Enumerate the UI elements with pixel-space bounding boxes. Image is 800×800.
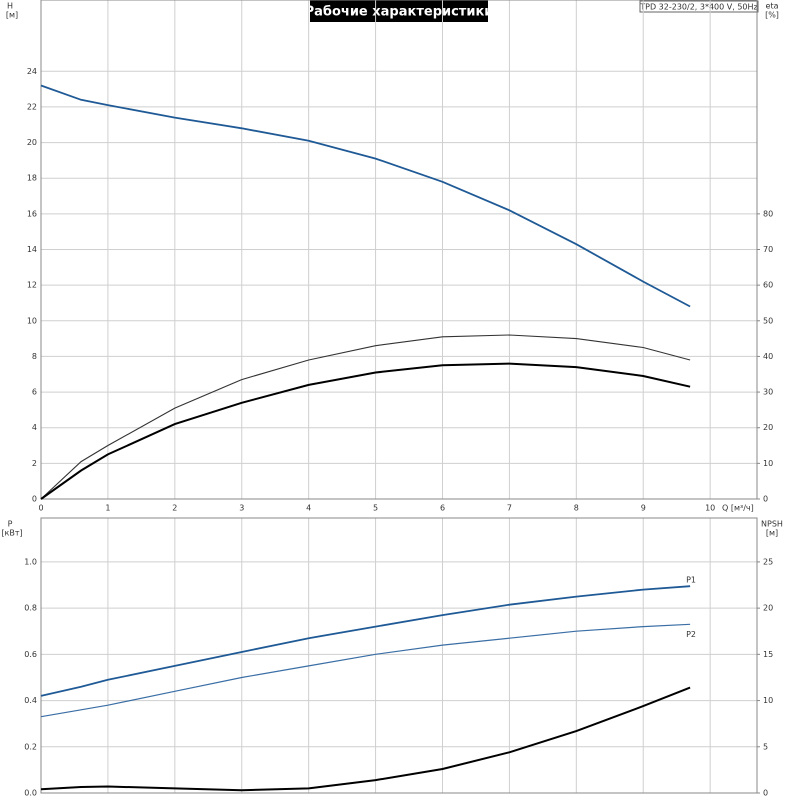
- y-tick-label: 0: [32, 495, 37, 504]
- y-tick-label: 16: [27, 209, 37, 218]
- y2-tick-label: 10: [763, 696, 773, 705]
- y-axis-label: P: [8, 520, 13, 529]
- y2-axis-label: eta: [766, 2, 779, 11]
- series-line: [40, 585, 691, 697]
- x-tick-label: 5: [373, 504, 378, 513]
- x-tick-label: 1: [105, 504, 110, 513]
- y-axis-label: H: [7, 2, 13, 11]
- y2-tick-label: 15: [763, 650, 773, 659]
- series-line: [40, 334, 691, 500]
- y2-tick-label: 60: [763, 281, 773, 290]
- x-tick-label: 3: [239, 504, 244, 513]
- y2-tick-label: 25: [763, 557, 773, 566]
- plot-frame: [40, 0, 758, 500]
- y-tick-label: 20: [27, 138, 37, 147]
- y-tick-label: 0.4: [24, 696, 37, 705]
- title-box: [310, 0, 488, 22]
- x-tick-label: 9: [641, 504, 646, 513]
- series-label: P2: [686, 630, 696, 639]
- y2-tick-label: 0: [763, 789, 768, 798]
- x-tick-label: 7: [507, 504, 512, 513]
- y2-tick-label: 10: [763, 459, 773, 468]
- y-tick-label: 10: [27, 316, 37, 325]
- y2-tick-label: 20: [763, 423, 773, 432]
- y-tick-label: 8: [32, 352, 37, 361]
- y2-tick-label: 30: [763, 388, 773, 397]
- y-axis-unit: [кВт]: [1, 529, 22, 538]
- y2-tick-label: 40: [763, 352, 773, 361]
- y2-tick-label: 70: [763, 245, 773, 254]
- y2-tick-label: 20: [763, 604, 773, 613]
- y-tick-label: 6: [32, 388, 37, 397]
- y2-tick-label: 0: [763, 495, 768, 504]
- y-tick-label: 0.2: [24, 742, 37, 751]
- y-tick-label: 0.8: [24, 604, 37, 613]
- x-tick-label: 2: [172, 504, 177, 513]
- series-line: [40, 362, 691, 500]
- y-tick-label: 4: [32, 423, 37, 432]
- x-tick-label: 10: [705, 504, 715, 513]
- y-tick-label: 14: [27, 245, 37, 254]
- annotation: TPD 32-230/2, 3*400 V, 50Hz: [639, 3, 757, 12]
- y-tick-label: 1.0: [24, 557, 37, 566]
- y2-tick-label: 5: [763, 742, 768, 751]
- y-tick-label: 18: [27, 174, 37, 183]
- annotation-box: [639, 0, 759, 13]
- y-axis-unit: [м]: [6, 11, 18, 20]
- x-tick-label: 4: [306, 504, 311, 513]
- y-tick-label: 0.6: [24, 650, 37, 659]
- plot-frame: [40, 517, 758, 794]
- x-tick-label: 0: [38, 504, 43, 513]
- y2-tick-label: 50: [763, 316, 773, 325]
- series-line: [40, 686, 691, 792]
- series-line: [40, 623, 691, 718]
- y2-axis-unit: [%]: [765, 11, 779, 20]
- x-tick-label: 8: [574, 504, 579, 513]
- y-tick-label: 2: [32, 459, 37, 468]
- chart-title: Рабочие характеристики: [305, 5, 494, 20]
- y2-axis-unit: [м]: [766, 529, 778, 538]
- y-tick-label: 0.0: [24, 789, 37, 798]
- series-label: P1: [686, 576, 696, 585]
- y-tick-label: 22: [27, 102, 37, 111]
- y2-tick-label: 80: [763, 209, 773, 218]
- x-tick-label: 6: [440, 504, 445, 513]
- y2-axis-label: NPSH: [761, 520, 783, 529]
- series-line: [40, 84, 691, 308]
- x-axis-label: Q [м³/ч]: [722, 504, 754, 513]
- y-tick-label: 24: [27, 67, 37, 76]
- y-tick-label: 12: [27, 281, 37, 290]
